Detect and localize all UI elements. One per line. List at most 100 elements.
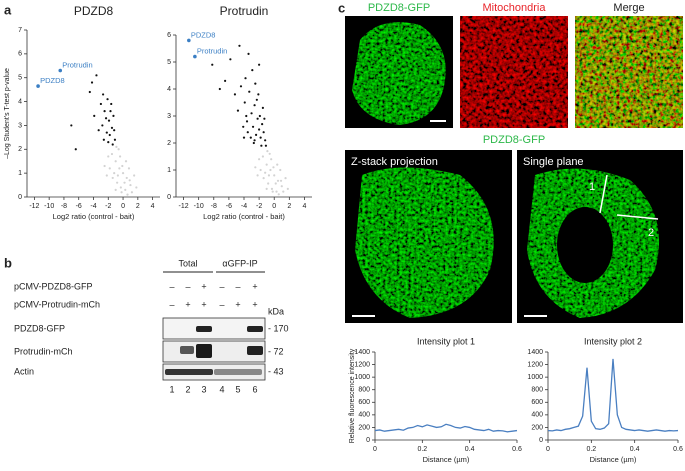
blot-box (162, 317, 266, 340)
sign: + (201, 299, 206, 309)
point (103, 164, 106, 168)
band (196, 344, 212, 358)
band (247, 346, 263, 355)
point (116, 181, 119, 184)
x-tick-label: -10 (194, 203, 204, 210)
point (271, 190, 274, 193)
point (107, 141, 110, 144)
y-tick-label: 1400 (527, 349, 543, 356)
point (279, 168, 282, 172)
point (246, 131, 249, 134)
point (111, 176, 114, 180)
point (259, 136, 262, 139)
sign: – (169, 281, 174, 291)
image-title: Merge (613, 2, 644, 14)
point (119, 155, 122, 158)
point (282, 190, 285, 193)
point (106, 98, 109, 101)
point (193, 54, 197, 59)
point (236, 109, 240, 112)
band-label: Protrudin-mCh (14, 346, 73, 356)
point (105, 174, 108, 177)
y-tick-label: 1000 (354, 374, 370, 381)
point (110, 152, 114, 156)
sign: + (235, 299, 240, 309)
y-tick-label: 1 (167, 167, 171, 174)
image-title: Single plane (523, 156, 584, 168)
line-label: 1 (589, 181, 595, 193)
point (110, 102, 113, 106)
point (115, 145, 118, 148)
y-tick-label: 800 (358, 387, 370, 394)
x-axis-label: Log2 ratio (control - bait) (203, 212, 285, 221)
point (269, 168, 272, 172)
point (95, 74, 98, 77)
y-tick-label: 7 (18, 27, 22, 34)
group-label: αGFP-IP (222, 258, 257, 268)
point (251, 125, 255, 128)
point (124, 188, 127, 191)
panel-label: b (4, 255, 12, 270)
point (108, 167, 111, 170)
band (196, 326, 212, 332)
point (254, 133, 258, 136)
point (119, 186, 122, 189)
y-tick-label: 1200 (527, 361, 543, 368)
lane-number: 6 (252, 384, 257, 394)
point (128, 179, 131, 182)
point (260, 144, 263, 147)
point-label: Protrudin (197, 47, 227, 56)
profile-line (616, 214, 659, 220)
point (245, 120, 249, 123)
point-label: PDZD8 (40, 76, 65, 85)
point (263, 117, 266, 120)
point (118, 167, 121, 170)
image-title: Z-stack projection (351, 156, 438, 168)
y-tick-label: 200 (531, 424, 543, 431)
point (233, 93, 237, 96)
point (270, 187, 274, 190)
line (547, 358, 679, 432)
point (286, 187, 289, 190)
point-label: Protrudin (62, 61, 92, 70)
x-axis-label: Distance (µm) (423, 455, 470, 464)
band-label: Actin (14, 366, 34, 376)
x-tick-label: -8 (61, 203, 67, 210)
y-tick-label: 5 (18, 75, 22, 82)
y-tick-label: 1400 (354, 349, 370, 356)
point (90, 81, 94, 84)
point (247, 52, 250, 56)
point (103, 110, 106, 113)
point (261, 106, 264, 109)
x-tick-label: -4 (90, 203, 96, 210)
panel-labels: a b c (4, 0, 345, 270)
y-axis-label: Relative fluorescence intensity (349, 348, 356, 443)
group-label: Total (178, 258, 197, 268)
x-tick-label: 0.4 (465, 446, 475, 453)
x-tick-label: 0 (121, 203, 125, 210)
point (265, 187, 268, 190)
point (70, 124, 73, 127)
point (268, 152, 271, 155)
point (97, 129, 100, 132)
point (108, 133, 111, 137)
y-axis-label: –Log Student's T-test p-value (4, 68, 11, 159)
point (243, 101, 246, 104)
sign: + (201, 281, 206, 291)
point (276, 163, 279, 166)
point (245, 114, 248, 118)
point (211, 63, 214, 66)
point (255, 98, 258, 101)
point (107, 119, 111, 122)
point (109, 110, 112, 113)
point (218, 87, 221, 91)
point (126, 193, 129, 196)
point (101, 124, 104, 127)
marker: - 170 (268, 323, 289, 333)
microscopy: PDZD8-GFP Mitochondria Merge PDZD8-GFP Z… (345, 2, 683, 323)
point (112, 114, 115, 117)
point (252, 141, 255, 145)
point (276, 179, 280, 182)
x-tick-label: 2 (287, 203, 291, 210)
